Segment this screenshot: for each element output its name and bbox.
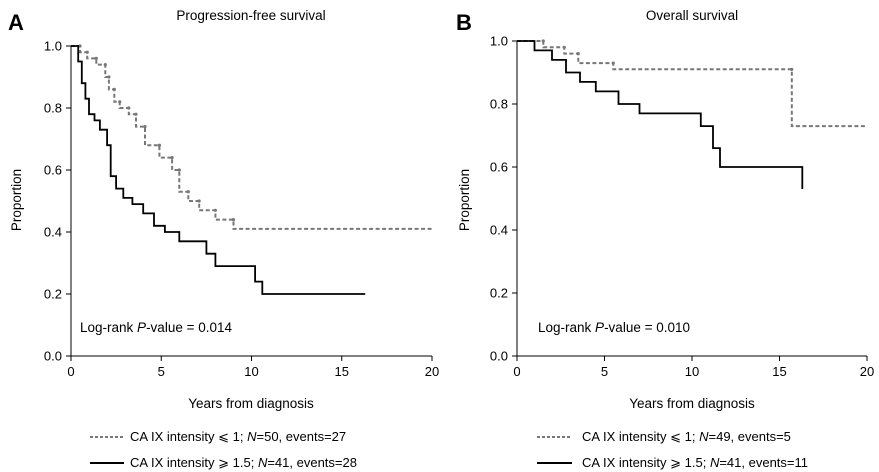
x-tick-label: 0	[513, 364, 520, 379]
y-tick-label: 1.0	[490, 34, 508, 49]
x-tick-label: 10	[685, 364, 699, 379]
y-tick-label: 0.4	[44, 225, 62, 240]
curve-high-intensity	[71, 45, 366, 295]
y-axis-label: Proportion	[9, 169, 24, 231]
panel-letter-b: B	[456, 10, 472, 35]
censor-mark	[562, 45, 566, 49]
legend-text: =49, events=5	[709, 429, 791, 444]
legend-entry-low: CA IX intensity ⩽ 1; N=49, events=5	[582, 429, 791, 444]
survival-curves	[71, 44, 432, 295]
y-tick-label: 0.8	[490, 97, 508, 112]
y-tick-label: 0.2	[490, 286, 508, 301]
legend-entry-low: CA IX intensity ⩽ 1; N=50, events=27	[130, 429, 346, 444]
censor-mark	[213, 208, 217, 212]
y-tick-label: 0.6	[44, 163, 62, 178]
legend-text: =41, events=11	[719, 455, 808, 470]
y-tick-label: 0.2	[44, 287, 62, 302]
curve-high-intensity	[517, 40, 804, 189]
censor-mark	[94, 56, 98, 61]
chart-title: Progression-free survival	[176, 8, 325, 23]
censor-mark	[127, 106, 131, 110]
tick-marks: 0 5 10 15 20 0.0 0.2 0.4 0.6 0.8 1.0	[44, 39, 439, 380]
x-tick-label: 5	[601, 364, 608, 379]
legend-text: CA IX intensity ⩽ 1;	[130, 429, 247, 444]
chart-title: Overall survival	[646, 8, 738, 23]
censor-mark	[78, 44, 82, 48]
censor-mark	[576, 52, 580, 56]
censor-mark	[197, 199, 201, 203]
censor-mark	[790, 67, 794, 71]
censor-mark	[112, 87, 116, 91]
pvalue-suffix: -value = 0.014	[146, 320, 232, 335]
legend-entry-high: CA IX intensity ⩾ 1.5; N=41, events=11	[582, 455, 808, 470]
curve-low-intensity	[517, 40, 867, 128]
panel-b: B Overall survival Years from diagnosis …	[456, 8, 874, 470]
censor-mark	[157, 143, 162, 147]
x-tick-label: 0	[67, 364, 74, 379]
curve-low-intensity	[71, 45, 432, 230]
censor-mark	[170, 156, 174, 160]
legend-n: N	[258, 455, 268, 470]
survival-curves	[517, 39, 867, 189]
y-tick-label: 0.0	[44, 349, 62, 364]
censor-mark	[107, 75, 111, 79]
panel-letter-a: A	[8, 10, 24, 35]
censor-mark	[231, 218, 236, 222]
legend-text: =41, events=28	[267, 455, 357, 470]
x-tick-label: 20	[425, 364, 439, 379]
x-tick-label: 5	[158, 364, 165, 379]
pvalue-prefix: Log-rank	[538, 320, 595, 335]
y-tick-label: 1.0	[44, 39, 62, 54]
legend-n: N	[710, 455, 720, 470]
pvalue-p: P	[137, 320, 146, 335]
y-tick-label: 0.4	[490, 223, 508, 238]
censor-mark	[541, 39, 545, 43]
tick-marks: 0 5 10 15 20 0.0 0.2 0.4 0.6 0.8 1.0	[490, 34, 874, 380]
x-axis-label: Years from diagnosis	[188, 396, 314, 411]
censor-mark	[134, 112, 138, 116]
censor-mark	[186, 190, 190, 194]
legend-text: CA IX intensity ⩾ 1.5;	[582, 455, 710, 470]
pvalue-p: P	[595, 320, 604, 335]
censor-mark	[103, 63, 107, 67]
panel-a: A Progression-free survival Years from d…	[8, 8, 439, 470]
y-tick-label: 0.8	[44, 101, 62, 116]
x-tick-label: 10	[244, 364, 258, 379]
legend: CA IX intensity ⩽ 1; N=49, events=5 CA I…	[537, 429, 808, 470]
x-tick-label: 15	[772, 364, 786, 379]
censor-mark	[177, 168, 181, 172]
pvalue-prefix: Log-rank	[80, 320, 137, 335]
legend-text: =50, events=27	[257, 429, 347, 444]
censor-mark	[85, 50, 89, 54]
x-axis-label: Years from diagnosis	[629, 396, 755, 411]
legend-n: N	[247, 429, 257, 444]
pvalue-suffix: -value = 0.010	[604, 320, 690, 335]
y-tick-label: 0.0	[490, 349, 508, 364]
legend-n: N	[699, 429, 709, 444]
legend-text: CA IX intensity ⩾ 1.5;	[130, 455, 258, 470]
x-tick-label: 15	[335, 364, 349, 379]
legend-text: CA IX intensity ⩽ 1;	[582, 429, 699, 444]
logrank-pvalue: Log-rank P-value = 0.010	[538, 320, 690, 335]
censor-mark	[611, 61, 615, 65]
logrank-pvalue: Log-rank P-value = 0.014	[80, 320, 232, 335]
y-axis-label: Proportion	[457, 169, 472, 231]
legend: CA IX intensity ⩽ 1; N=50, events=27 CA …	[90, 429, 357, 470]
censor-mark	[118, 100, 122, 104]
legend-entry-high: CA IX intensity ⩾ 1.5; N=41, events=28	[130, 455, 357, 470]
y-tick-label: 0.6	[490, 160, 508, 175]
censor-mark	[143, 125, 147, 129]
x-tick-label: 20	[860, 364, 874, 379]
